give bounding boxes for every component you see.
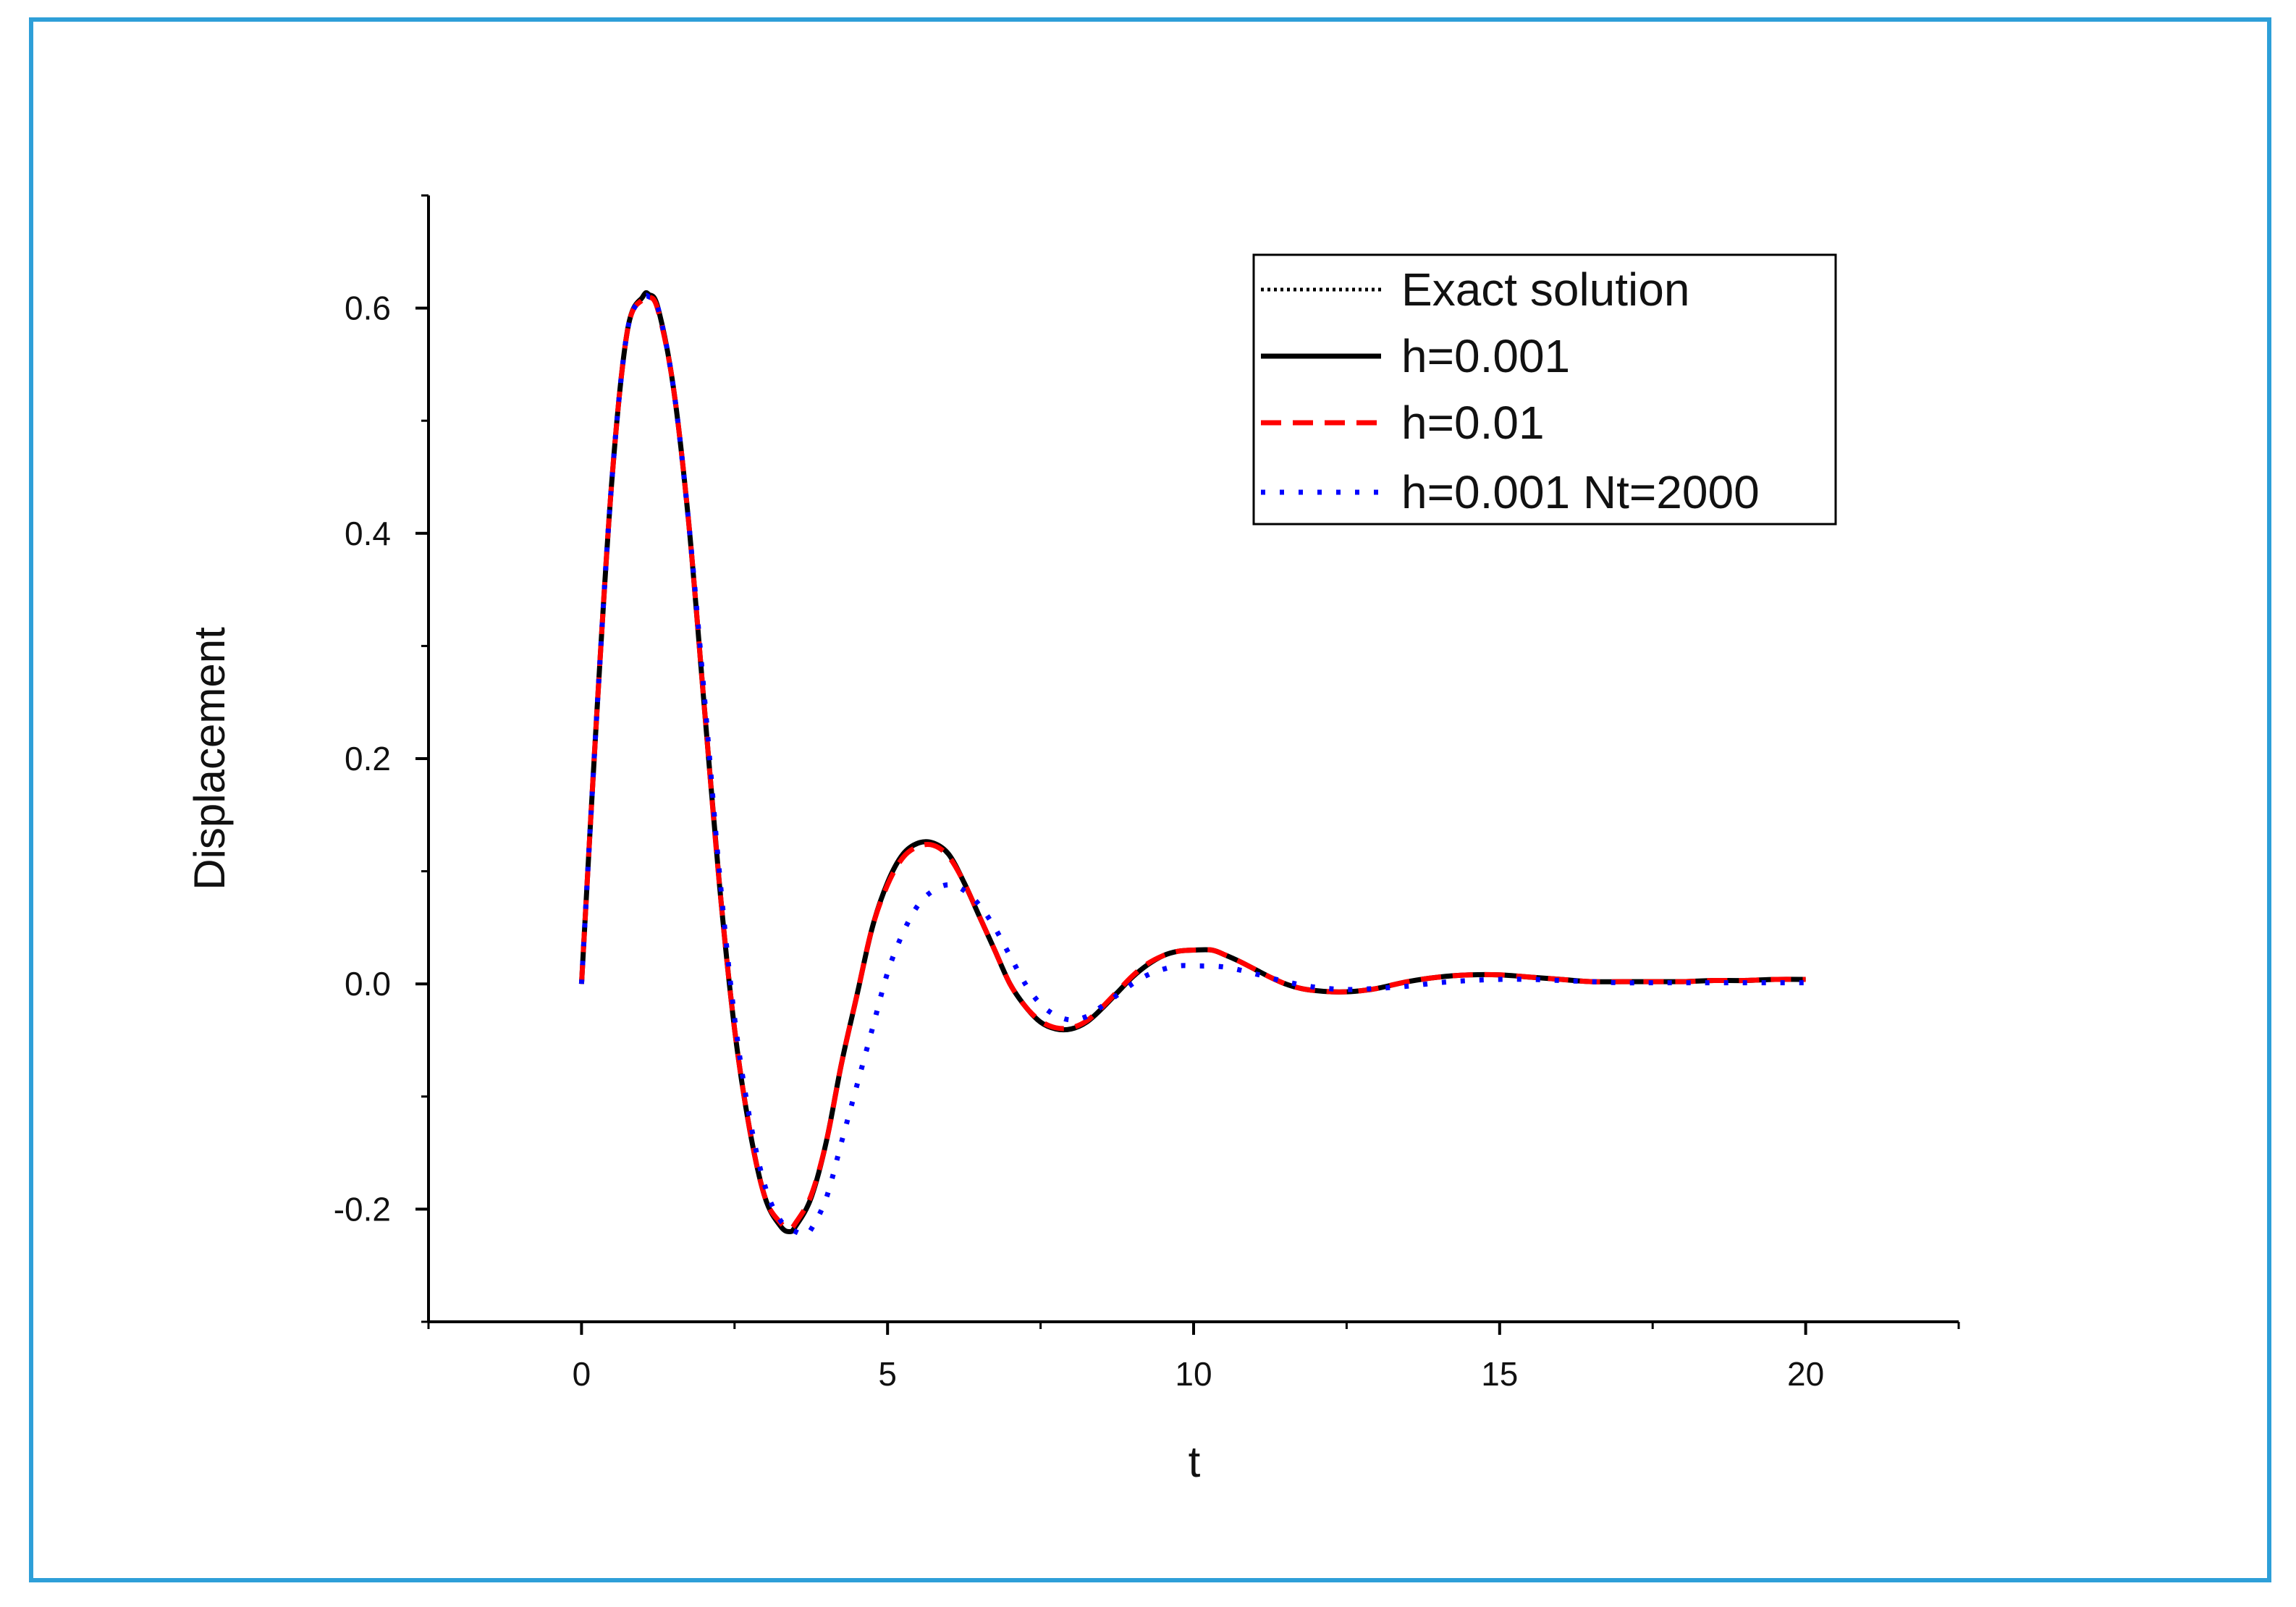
plot-lines [578,290,1806,1237]
y-axis-label: Displacement [185,627,234,890]
legend: Exact solution h=0.001 h=0.01 h=0.001 Nt… [1252,253,1837,526]
legend-label-nt2000: h=0.001 Nt=2000 [1401,466,1760,518]
y-tick-label: 0.2 [345,740,391,777]
series-h-001 [578,292,1806,1231]
legend-label-exact: Exact solution [1401,263,1689,316]
y-ticks: -0.2 0.0 0.2 0.4 0.6 [334,194,429,1323]
y-tick-label: 0.0 [345,965,391,1003]
axes: 0 5 10 15 20 -0.2 0.0 0.2 0.4 0.6 [334,194,1960,1393]
y-tick-label: -0.2 [334,1190,391,1228]
x-tick-label: 15 [1481,1355,1518,1393]
x-tick-label: 0 [573,1355,591,1393]
y-tick-label: 0.6 [345,290,391,327]
legend-box [1252,253,1837,526]
legend-label-h0001: h=0.001 [1401,330,1570,382]
legend-label-h001: h=0.01 [1401,397,1545,449]
x-tick-label: 5 [878,1355,897,1393]
x-axis-label: t [1189,1438,1201,1486]
x-tick-label: 20 [1787,1355,1824,1393]
x-tick-label: 10 [1175,1355,1212,1393]
x-ticks: 0 5 10 15 20 [427,1322,1960,1393]
y-tick-label: 0.4 [345,515,391,552]
